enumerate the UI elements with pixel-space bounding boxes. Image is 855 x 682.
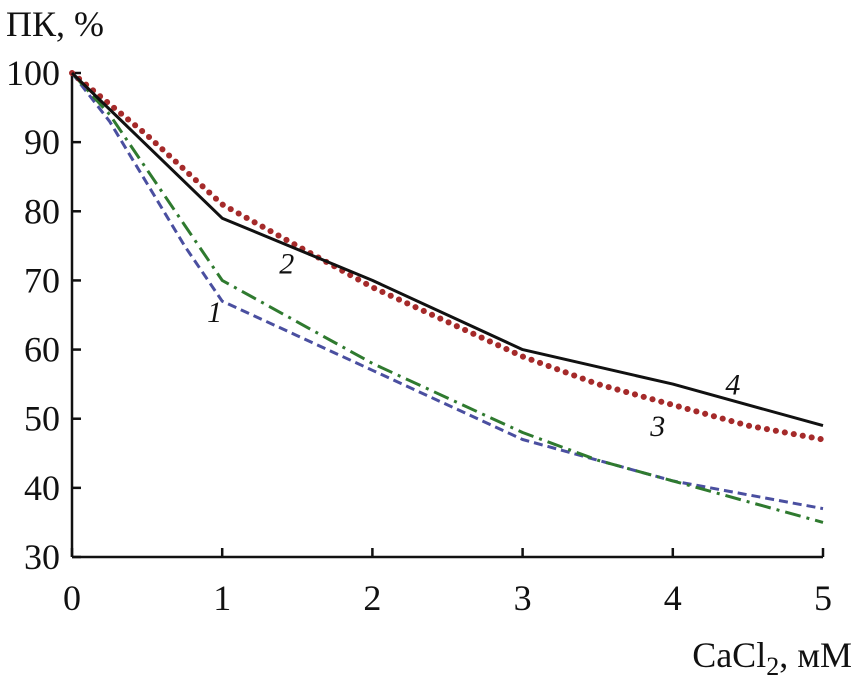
series-line-2 (70, 71, 824, 524)
series-line-1 (70, 72, 824, 511)
series-line-4 (70, 71, 824, 428)
y-tick-label: 60 (24, 330, 60, 370)
x-tick-label: 1 (213, 578, 231, 618)
x-tick-label: 5 (814, 578, 832, 618)
curve-label-1: 1 (207, 296, 222, 329)
y-tick-label: 70 (24, 260, 60, 300)
y-tick-label: 90 (24, 122, 60, 162)
x-tick-label: 2 (363, 578, 381, 618)
x-axis-title: CaCl2, мМ (692, 635, 852, 681)
y-tick-labels: 30 40 50 60 70 80 90 100 (6, 53, 60, 577)
x-axis-title-subscript: 2 (766, 652, 779, 681)
y-tick-label: 30 (24, 537, 60, 577)
tick-marks (70, 71, 825, 559)
x-tick-labels: 0 1 2 3 4 5 (63, 578, 832, 618)
x-tick-label: 4 (664, 578, 682, 618)
curve-labels: 1 2 3 4 (207, 248, 740, 443)
y-tick-label: 80 (24, 191, 60, 231)
x-axis-title-unit: , мМ (779, 635, 852, 675)
series-lines (69, 70, 826, 524)
y-tick-label: 100 (6, 53, 60, 93)
curve-label-2: 2 (279, 248, 294, 281)
y-tick-label: 40 (24, 468, 60, 508)
x-axis-title-main: CaCl (692, 635, 766, 675)
curve-label-3: 3 (649, 410, 665, 443)
x-tick-label: 3 (514, 578, 532, 618)
y-tick-label: 50 (24, 399, 60, 439)
series-line-3 (69, 70, 826, 443)
y-axis-title: ПК, % (6, 4, 104, 44)
curve-label-4: 4 (725, 369, 740, 402)
x-tick-label: 0 (63, 578, 81, 618)
